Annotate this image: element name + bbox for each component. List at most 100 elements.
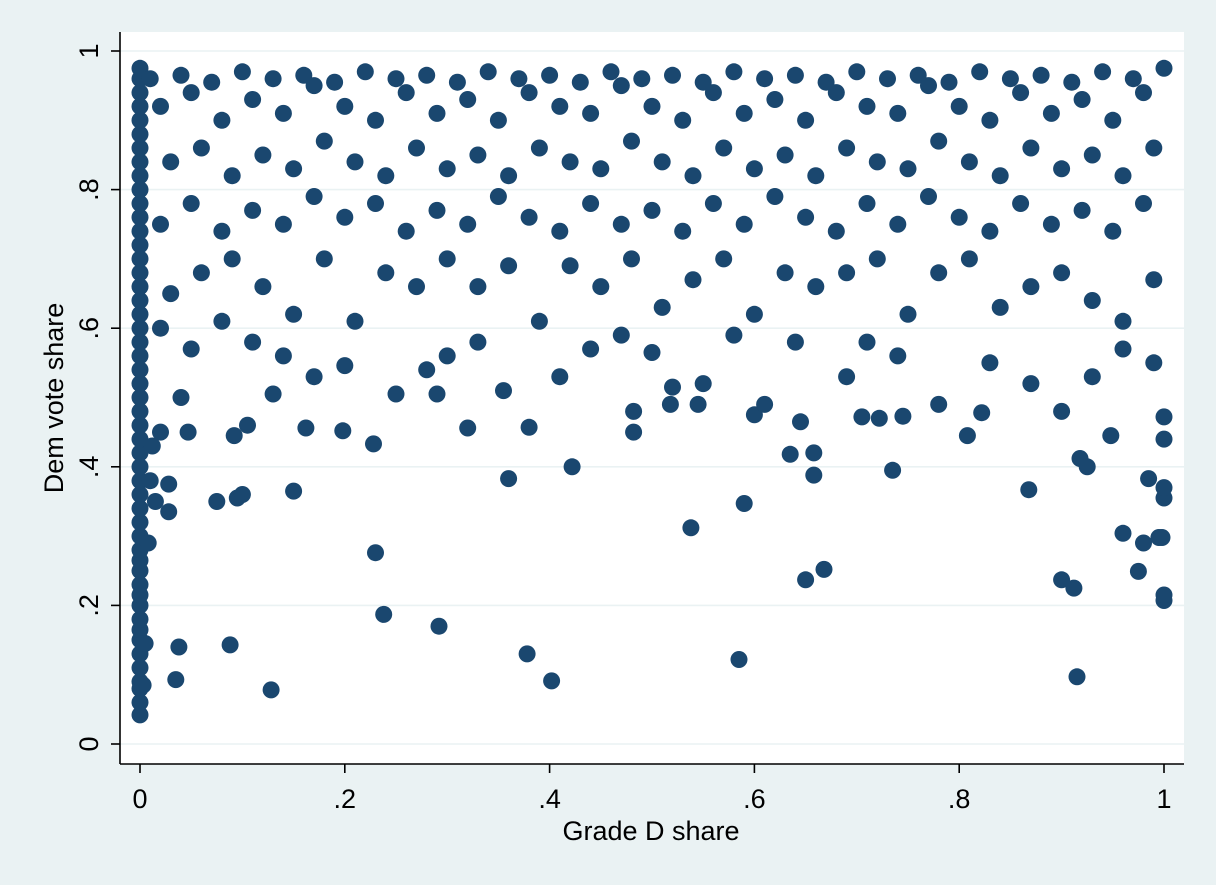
data-point <box>625 424 642 441</box>
data-point <box>644 344 661 361</box>
data-point <box>180 424 197 441</box>
data-point <box>1079 458 1096 475</box>
data-point <box>564 458 581 475</box>
data-point <box>173 389 190 406</box>
data-point <box>889 347 906 364</box>
y-axis-title: Dem vote share <box>39 303 69 494</box>
data-point <box>971 63 988 80</box>
y-tick-label: .6 <box>74 317 104 340</box>
data-point <box>848 63 865 80</box>
data-point <box>715 140 732 157</box>
data-point <box>551 98 568 115</box>
data-point <box>910 67 927 84</box>
data-point <box>992 167 1009 184</box>
data-point <box>869 250 886 267</box>
data-point <box>531 140 548 157</box>
data-point <box>674 223 691 240</box>
y-tick-label: .2 <box>74 594 104 617</box>
data-point <box>449 74 466 91</box>
data-point <box>459 91 476 108</box>
data-point <box>797 571 814 588</box>
data-point <box>480 63 497 80</box>
data-point <box>961 250 978 267</box>
data-point <box>889 105 906 122</box>
data-point <box>1145 271 1162 288</box>
data-point <box>853 408 870 425</box>
data-point <box>869 153 886 170</box>
x-tick-label: 0 <box>132 784 147 814</box>
data-point <box>521 209 538 226</box>
data-point <box>736 105 753 122</box>
data-point <box>222 636 239 653</box>
y-tick-label: .4 <box>74 456 104 479</box>
data-point <box>295 67 312 84</box>
data-point <box>1043 105 1060 122</box>
data-point <box>613 77 630 94</box>
data-point <box>521 84 538 101</box>
data-point <box>695 375 712 392</box>
data-point <box>959 427 976 444</box>
data-point <box>275 216 292 233</box>
y-tick-label: 0 <box>74 736 104 751</box>
data-point <box>193 264 210 281</box>
data-point <box>816 561 833 578</box>
data-point <box>625 403 642 420</box>
data-point <box>193 140 210 157</box>
data-point <box>838 264 855 281</box>
data-point <box>690 396 707 413</box>
data-point <box>1074 91 1091 108</box>
data-point <box>367 195 384 212</box>
data-point <box>500 470 517 487</box>
data-point <box>388 386 405 403</box>
data-point <box>439 250 456 267</box>
data-point <box>1022 140 1039 157</box>
data-point <box>1053 160 1070 177</box>
data-point <box>644 202 661 219</box>
data-point <box>951 209 968 226</box>
data-point <box>623 250 640 267</box>
data-point <box>459 216 476 233</box>
data-point <box>1002 70 1019 87</box>
x-tick-label: .6 <box>743 784 766 814</box>
data-point <box>805 444 822 461</box>
data-point <box>838 140 855 157</box>
data-point <box>879 70 896 87</box>
data-point <box>981 112 998 129</box>
data-point <box>654 299 671 316</box>
x-tick-label: .4 <box>538 784 561 814</box>
data-point <box>930 396 947 413</box>
data-point <box>1156 587 1173 604</box>
data-point <box>603 63 620 80</box>
data-point <box>408 140 425 157</box>
data-point <box>1074 202 1091 219</box>
data-point <box>1063 74 1080 91</box>
data-point <box>137 635 154 652</box>
data-point <box>306 368 323 385</box>
data-point <box>418 361 435 378</box>
data-point <box>142 70 159 87</box>
data-point <box>644 98 661 115</box>
data-point <box>334 422 351 439</box>
data-point <box>152 98 169 115</box>
data-point <box>183 195 200 212</box>
data-point <box>961 153 978 170</box>
data-point <box>367 544 384 561</box>
x-tick-label: 1 <box>1156 784 1171 814</box>
data-point <box>859 98 876 115</box>
data-point <box>226 427 243 444</box>
data-point <box>1012 195 1029 212</box>
data-point <box>244 91 261 108</box>
data-point <box>224 250 241 267</box>
data-point <box>142 472 159 489</box>
data-point <box>838 368 855 385</box>
data-point <box>787 67 804 84</box>
data-point <box>725 327 742 344</box>
data-point <box>562 153 579 170</box>
data-point <box>285 483 302 500</box>
data-point <box>674 112 691 129</box>
data-point <box>347 153 364 170</box>
data-point <box>160 476 177 493</box>
data-point <box>377 167 394 184</box>
data-point <box>1115 525 1132 542</box>
data-point <box>234 63 251 80</box>
